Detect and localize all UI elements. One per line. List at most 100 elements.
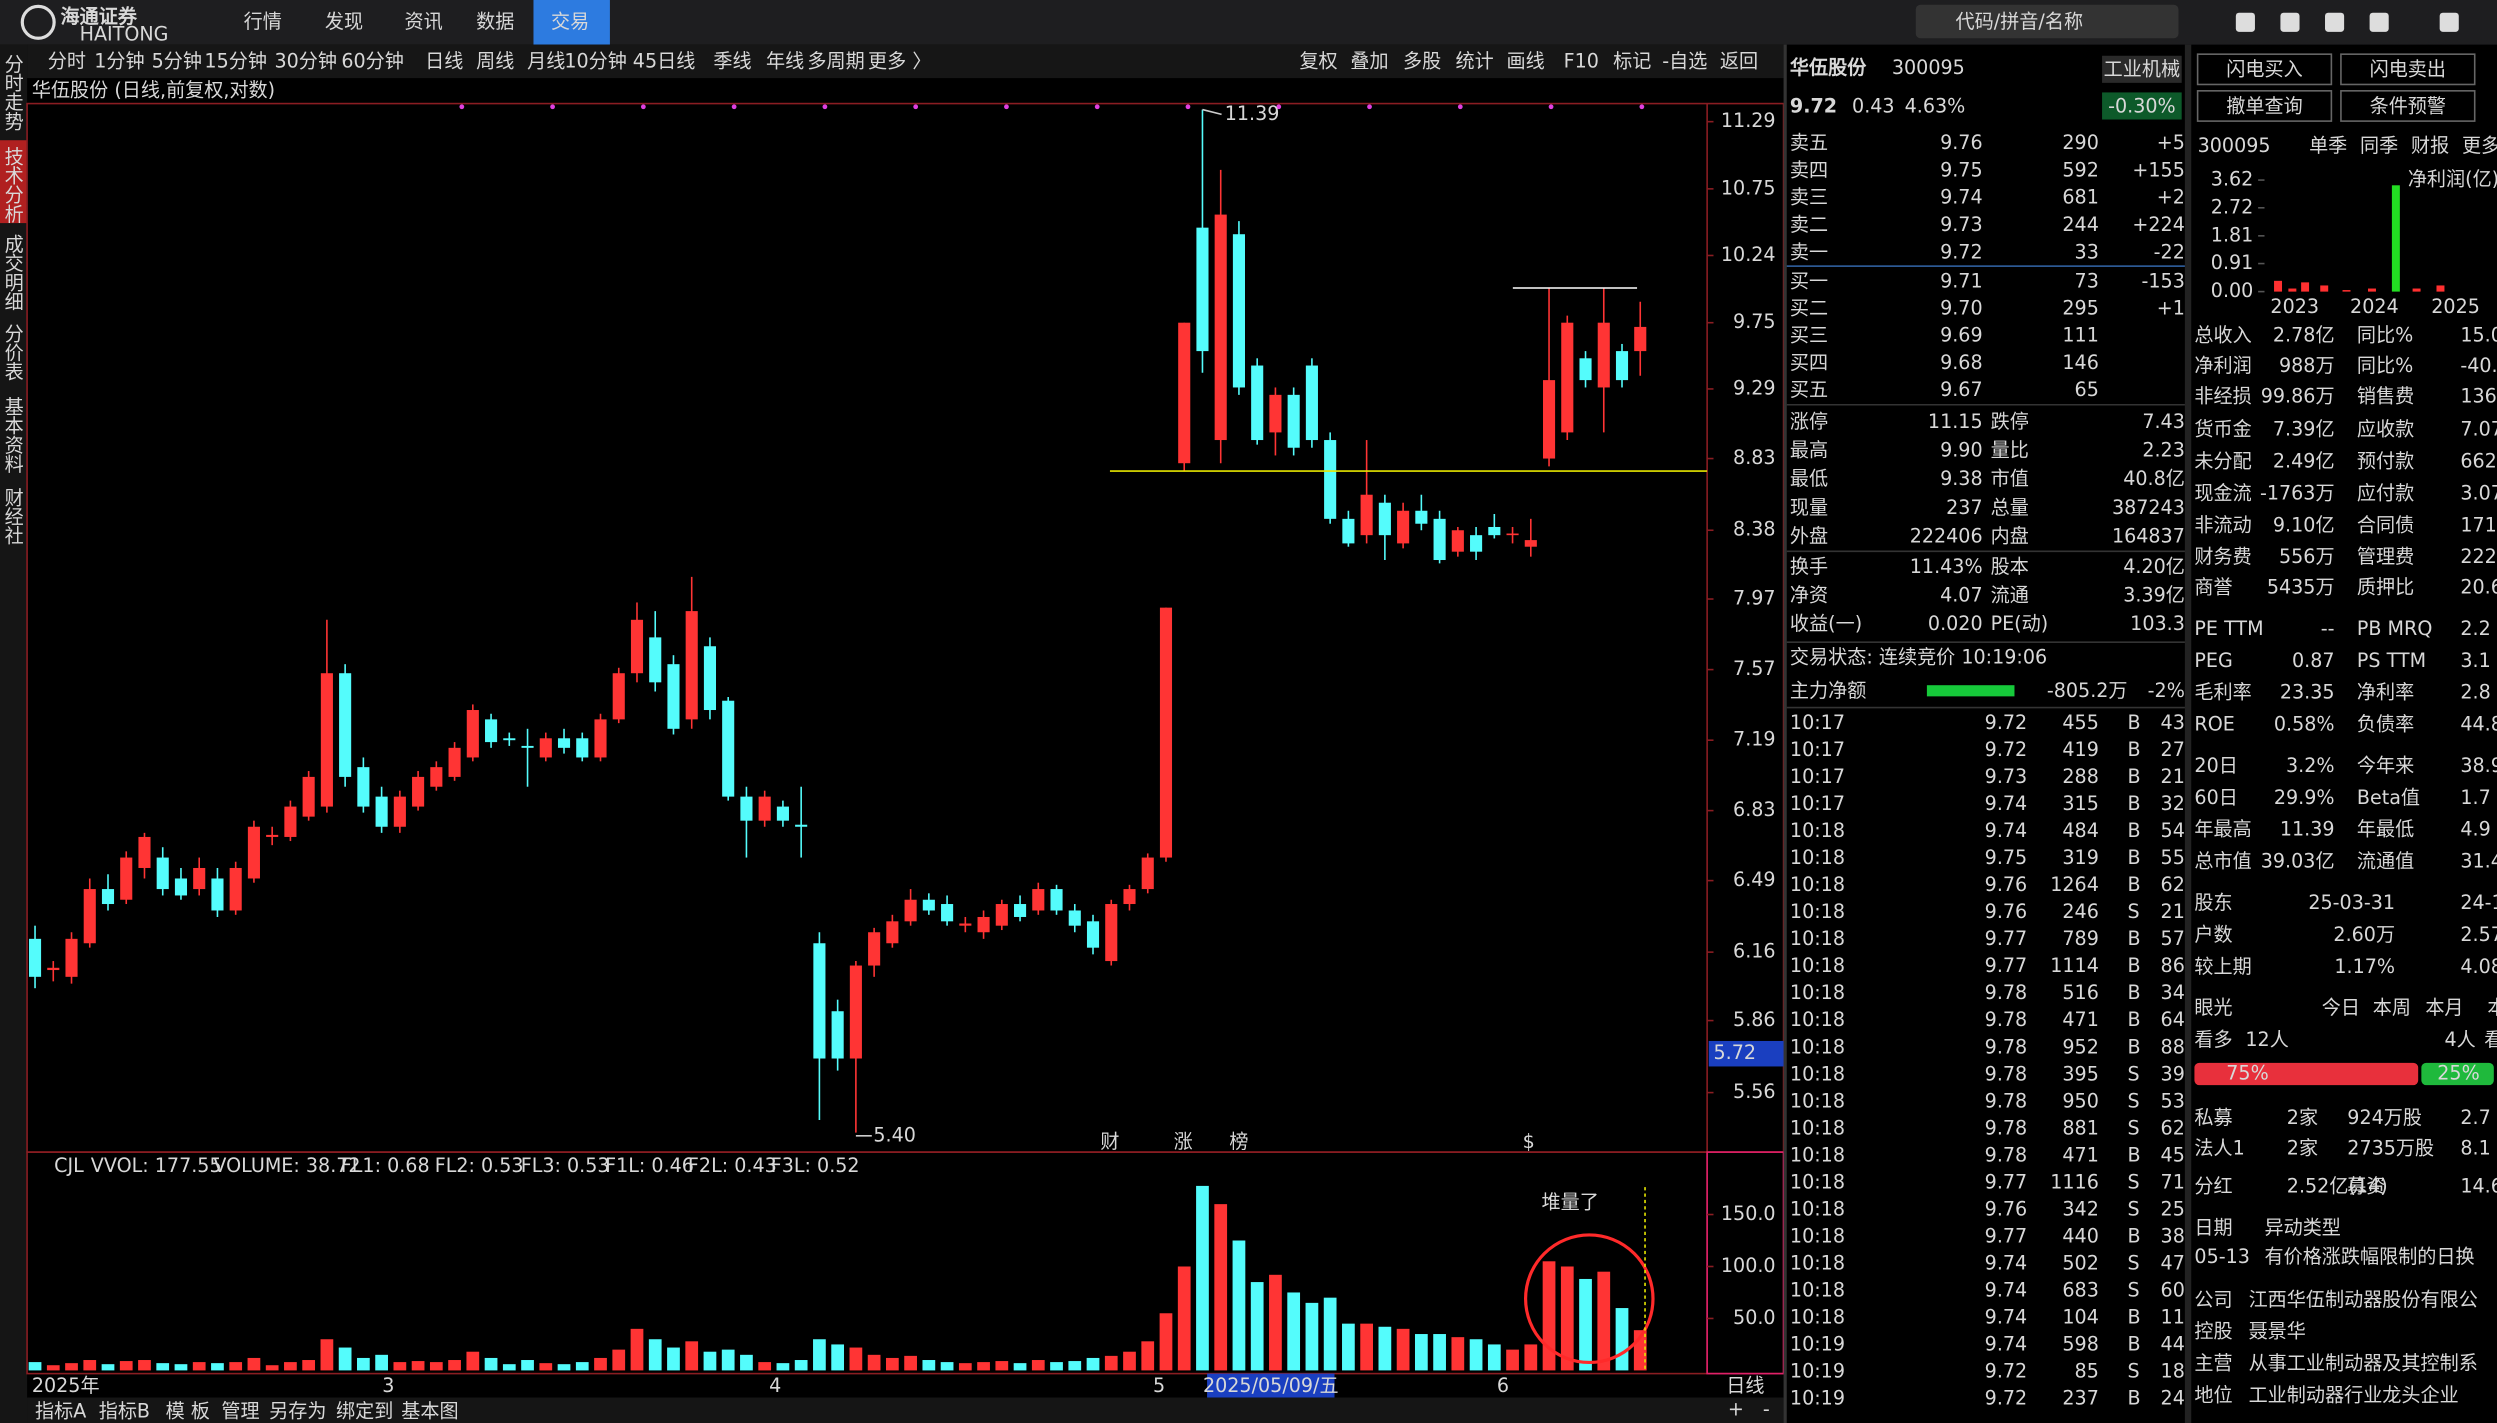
book-price: 9.73: [1940, 213, 1983, 236]
bottom-tab[interactable]: 指标A: [35, 1399, 86, 1422]
period-tab[interactable]: 分时: [48, 50, 86, 73]
side-tab[interactable]: 分时走势: [1, 54, 24, 131]
candle-body: [995, 904, 1008, 926]
side-tab[interactable]: 基本资料: [1, 397, 24, 474]
views-tab[interactable]: 今日: [2322, 996, 2360, 1019]
search-box[interactable]: [1915, 4, 2179, 39]
f10-tab[interactable]: 同季: [2360, 134, 2398, 157]
event-marker[interactable]: 财: [1100, 1130, 1119, 1153]
period-tab[interactable]: 45日线: [633, 50, 696, 73]
dot: [1276, 104, 1282, 110]
button-frame[interactable]: [2196, 90, 2333, 122]
dot: [550, 104, 555, 110]
top-icon[interactable]: [2280, 12, 2300, 32]
period-tab[interactable]: 季线: [713, 50, 751, 73]
cursor-date-box: [1207, 1373, 1335, 1398]
side-tab[interactable]: 成交明细: [1, 234, 24, 311]
bottom-tab[interactable]: 管理: [221, 1399, 259, 1422]
bottom-tab[interactable]: 模 板: [166, 1399, 210, 1422]
side-tab[interactable]: 技术分析: [1, 146, 24, 223]
views-tab[interactable]: 本周: [2373, 996, 2411, 1019]
top-icon[interactable]: [2369, 12, 2389, 32]
period-tab[interactable]: 5分钟: [152, 50, 202, 73]
period-tab[interactable]: 更多 〉: [868, 50, 931, 73]
y-tick-label: 5.86: [1733, 1008, 1776, 1031]
cursor-date: 2025/05/09/五: [1203, 1374, 1339, 1397]
profit-bar: [2320, 285, 2329, 292]
action-button[interactable]: 撤单查询: [2226, 94, 2302, 117]
button-frame[interactable]: [2340, 90, 2476, 122]
event-marker[interactable]: $: [1523, 1130, 1535, 1153]
action-button[interactable]: 闪电卖出: [2370, 58, 2446, 81]
period-tab[interactable]: 10分钟: [564, 50, 627, 73]
trade-count: 27: [2161, 738, 2185, 761]
candle-body: [868, 932, 881, 966]
bottom-tab[interactable]: 基本图: [401, 1399, 458, 1422]
y-tick-label: 100.0: [1721, 1254, 1776, 1277]
action-button[interactable]: 条件预警: [2370, 94, 2446, 117]
tool-button[interactable]: 返回: [1720, 50, 1758, 73]
bottom-tab[interactable]: 另存为: [269, 1399, 326, 1422]
event-marker[interactable]: 榜: [1229, 1130, 1248, 1153]
period-tab[interactable]: 月线: [527, 50, 565, 73]
top-icon[interactable]: [2325, 12, 2345, 32]
f10-tab[interactable]: 单季: [2309, 134, 2347, 157]
zoom-button[interactable]: -: [1763, 1398, 1770, 1421]
volume-bar: [1615, 1308, 1629, 1371]
bottom-tab[interactable]: 绑定到: [336, 1399, 393, 1422]
trade-count: 64: [2161, 1008, 2185, 1031]
period-tab[interactable]: 60分钟: [341, 50, 404, 73]
views-tab[interactable]: 本: [2487, 996, 2497, 1019]
period-tab[interactable]: 30分钟: [274, 50, 337, 73]
f10-tab[interactable]: 财报: [2411, 134, 2449, 157]
volume-bar: [1104, 1355, 1118, 1371]
f10-label: 负债率: [2357, 713, 2414, 736]
f10-label: 未分配: [2194, 450, 2251, 473]
volume-bar: [813, 1339, 826, 1371]
menu-item[interactable]: 资讯: [404, 10, 442, 33]
period-tab[interactable]: 日线: [425, 50, 463, 73]
period-tab[interactable]: 15分钟: [204, 50, 267, 73]
menu-item[interactable]: 数据: [476, 10, 514, 33]
trade-time: 10:18: [1790, 1251, 1845, 1274]
button-frame[interactable]: [2340, 53, 2476, 86]
stat-label: 跌停: [1991, 410, 2029, 433]
period-tab[interactable]: 年线: [766, 50, 804, 73]
stat-value: 0.020: [1928, 612, 1983, 635]
zoom-button[interactable]: +: [1728, 1398, 1744, 1421]
side-tab[interactable]: 分价表: [1, 323, 24, 381]
tool-button[interactable]: 多股: [1403, 50, 1441, 73]
period-tab[interactable]: 周线: [476, 50, 514, 73]
f10-value: 2.49亿: [2273, 450, 2335, 473]
views-tab[interactable]: 本月: [2425, 996, 2463, 1019]
side-tab[interactable]: 财经社: [1, 487, 24, 545]
volume-bar: [794, 1360, 808, 1371]
action-button[interactable]: 闪电买入: [2226, 58, 2302, 81]
menu-item[interactable]: 行情: [244, 10, 282, 33]
button-frame[interactable]: [2196, 53, 2333, 86]
f10-value: 3.2%: [2286, 754, 2335, 777]
top-icon[interactable]: [2235, 12, 2255, 32]
menu-item[interactable]: 交易: [551, 10, 589, 33]
f10-tab: 300095: [2198, 134, 2271, 157]
volume-bar: [429, 1362, 443, 1371]
tool-button[interactable]: -自选: [1662, 50, 1707, 73]
f10-label: ROE: [2194, 713, 2234, 736]
menu-item[interactable]: 发现: [325, 10, 363, 33]
f10-tab[interactable]: 更多: [2462, 134, 2497, 157]
tool-button[interactable]: 标记: [1613, 50, 1651, 73]
event-marker[interactable]: 涨: [1174, 1130, 1193, 1153]
tool-button[interactable]: 叠加: [1350, 50, 1388, 73]
tool-button[interactable]: 复权: [1299, 50, 1337, 73]
candle-body: [430, 767, 443, 787]
bottom-tab[interactable]: 指标B: [99, 1399, 150, 1422]
candle-body: [28, 938, 42, 977]
dot: [1548, 104, 1554, 110]
period-tab[interactable]: 1分钟: [94, 50, 144, 73]
top-icon[interactable]: [2439, 12, 2459, 32]
period-tab[interactable]: 多周期: [807, 50, 864, 73]
tool-button[interactable]: 画线: [1506, 50, 1544, 73]
tool-button[interactable]: 统计: [1456, 50, 1494, 73]
indicator: VOLUME: 38.72: [213, 1154, 360, 1177]
tool-button[interactable]: F10: [1564, 50, 1599, 73]
